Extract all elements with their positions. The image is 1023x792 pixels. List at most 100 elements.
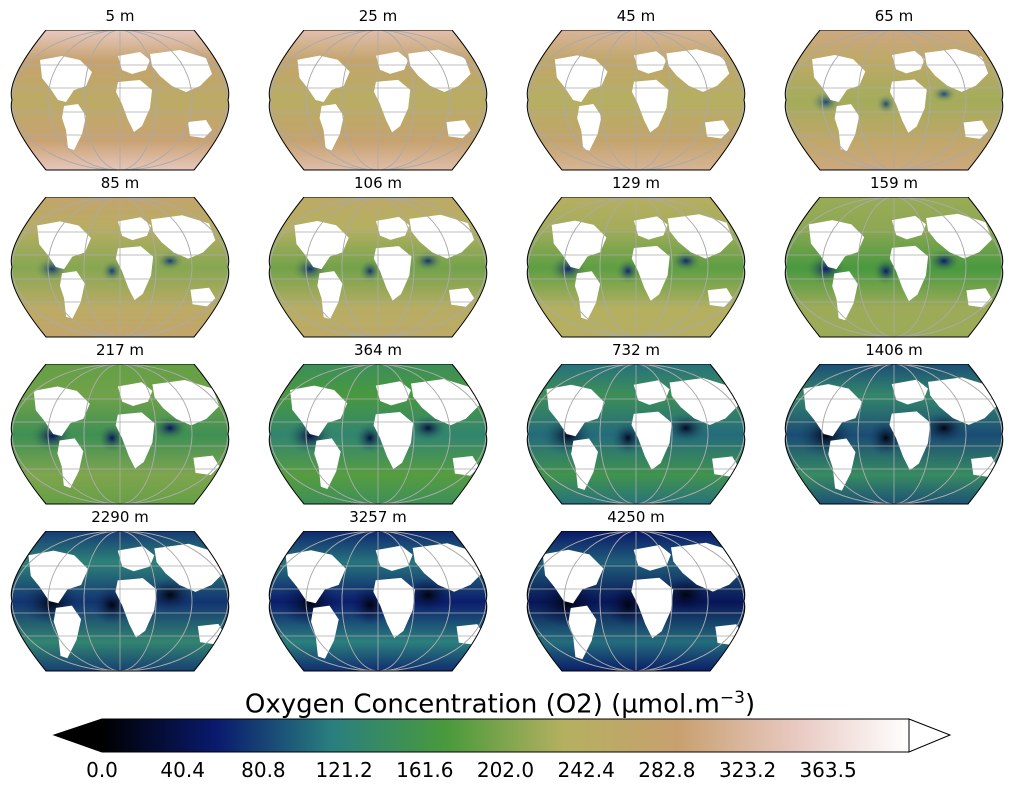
graticule-meridian: [83, 30, 157, 170]
land-mask: [631, 245, 670, 301]
graticule-meridian: [341, 531, 415, 671]
land-mask: [150, 50, 212, 92]
colorbar-tick-label: 363.5: [799, 758, 857, 782]
map-canvas: [784, 197, 1004, 338]
land-mask: [571, 438, 598, 490]
map-canvas: [10, 531, 230, 672]
graticule-meridian: [563, 364, 709, 504]
map-panel-25m: 25 m: [258, 4, 498, 171]
graticule-meridian: [47, 197, 193, 337]
oxygen-minimum-zone: [875, 93, 897, 115]
graticule-meridian: [305, 197, 451, 337]
graticule-meridian: [563, 30, 709, 170]
land-mask: [712, 456, 739, 477]
map-outline: [784, 197, 1004, 338]
oxygen-minimum-zone: [401, 577, 455, 613]
land-mask: [117, 382, 153, 406]
panel-title: 3257 m: [349, 508, 407, 526]
map-panel-4250m: 4250 m: [516, 505, 756, 672]
colorbar: [52, 718, 952, 753]
map-outline: [526, 531, 746, 672]
land-mask: [631, 411, 672, 470]
land-mask: [670, 542, 744, 592]
map-canvas: [10, 197, 230, 338]
land-mask: [410, 379, 480, 426]
graticule-meridian: [563, 197, 709, 337]
land-mask: [57, 438, 84, 488]
colorbar-tick-label: 40.4: [160, 758, 205, 782]
map-outline: [784, 364, 1004, 505]
land-mask: [115, 412, 155, 469]
map-canvas: [268, 531, 488, 672]
graticule-meridian: [305, 531, 451, 671]
map-outline: [526, 30, 746, 171]
land-mask: [568, 605, 597, 660]
land-mask: [373, 412, 414, 470]
panel-title: 217 m: [95, 341, 144, 359]
oxygen-minimum-zone: [100, 259, 124, 283]
panel-title: 85 m: [100, 174, 140, 192]
land-mask: [631, 577, 674, 639]
land-mask: [812, 54, 866, 103]
land-mask: [373, 577, 415, 638]
land-mask: [317, 271, 343, 320]
land-mask: [285, 550, 346, 604]
land-mask: [924, 48, 989, 92]
graticule-meridian: [83, 197, 157, 337]
map-panel-65m: 65 m: [774, 4, 1014, 171]
land-mask: [412, 543, 485, 592]
land-mask: [188, 120, 212, 138]
map-panel-85m: 85 m: [0, 171, 240, 338]
land-mask: [966, 288, 992, 308]
oxygen-minimum-zone: [669, 250, 703, 272]
oxygen-minimum-zone: [144, 578, 196, 612]
colorbar-tick-label: 282.8: [638, 758, 696, 782]
graticule-meridian: [47, 531, 193, 671]
map-canvas: [268, 30, 488, 171]
land-mask: [115, 246, 154, 301]
map-panel-45m: 45 m: [516, 4, 756, 171]
land-mask: [373, 79, 411, 133]
graticule-meridian: [821, 197, 967, 337]
land-mask: [28, 550, 88, 604]
panel-title: 5 m: [105, 7, 135, 25]
map-canvas: [526, 364, 746, 505]
map-outline: [268, 197, 488, 338]
land-mask: [667, 214, 733, 259]
map-outline: [268, 531, 488, 672]
land-mask: [62, 104, 86, 150]
land-mask: [409, 214, 475, 259]
panel-title: 1406 m: [865, 341, 923, 359]
land-mask: [889, 79, 927, 133]
land-mask: [542, 549, 604, 604]
land-mask: [574, 271, 601, 320]
land-mask: [40, 56, 92, 102]
land-mask: [832, 271, 858, 321]
land-mask: [927, 377, 999, 425]
land-mask: [803, 384, 863, 437]
map-canvas: [526, 30, 746, 171]
map-outline: [10, 197, 230, 338]
graticule-meridian: [857, 364, 931, 504]
land-mask: [889, 245, 929, 302]
land-mask: [294, 221, 349, 270]
map-outline: [10, 364, 230, 505]
colorbar-tick-label: 80.8: [241, 758, 286, 782]
panel-title: 2290 m: [91, 508, 149, 526]
map-outline: [526, 197, 746, 338]
land-mask: [577, 104, 602, 151]
map-outline: [268, 364, 488, 505]
land-mask: [117, 546, 155, 572]
land-mask: [452, 455, 480, 476]
land-mask: [891, 215, 926, 240]
colorbar-title-exponent: −3: [719, 688, 745, 708]
colorbar-tick-label: 0.0: [86, 758, 118, 782]
graticule-meridian: [599, 364, 673, 504]
graticule-meridian: [341, 30, 415, 170]
graticule-meridian: [821, 30, 967, 170]
panel-title: 4250 m: [607, 508, 665, 526]
land-mask: [891, 50, 925, 74]
graticule-meridian: [821, 364, 967, 504]
land-mask: [554, 55, 608, 103]
